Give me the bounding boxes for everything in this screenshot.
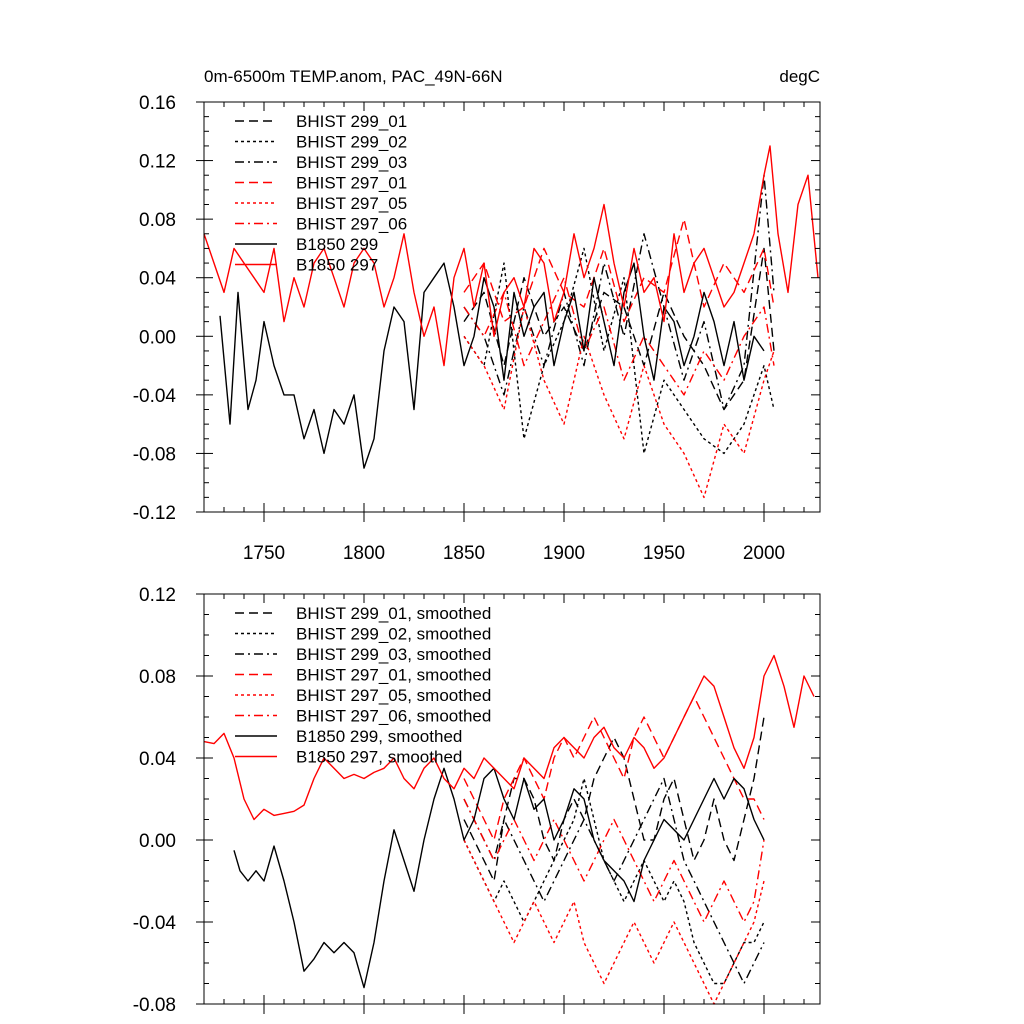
panel2-series-7	[203, 654, 815, 821]
panel2-ytick-label: 0.08	[139, 667, 176, 688]
panel1-ytick-label: 0.12	[139, 152, 176, 173]
panel1-legend-label: B1850 297	[296, 256, 378, 275]
panel2-ytick-label: 0.00	[139, 831, 176, 852]
panel2-legend-label: BHIST 299_03, smoothed	[296, 645, 491, 664]
panel1-plot: 0.16 0.12 0.08 0.04 0.00 -0.04 -0.08 -0.12 1750 1…	[133, 93, 821, 564]
panel1-ytick-label: -0.08	[133, 444, 176, 465]
panel1-xtick-label: 1850	[443, 543, 485, 564]
panel2-legend-label: BHIST 299_01, smoothed	[296, 604, 491, 623]
panel1-ytick-label: -0.12	[133, 503, 176, 524]
panel1-series-4	[463, 306, 775, 499]
panel2-plot: 0.12 0.08 0.04 0.00 -0.04 -0.08 BHIST 299_01, …	[133, 585, 821, 1016]
panel2-ytick-label: 0.12	[139, 585, 176, 606]
panel2-series-4	[463, 839, 765, 1005]
panel1-xtick-label: 1950	[643, 543, 685, 564]
panel2-series-3	[463, 695, 765, 841]
panel1-xtick-label: 1800	[343, 543, 385, 564]
panel2-ytick-label: 0.04	[139, 749, 176, 770]
panel2-ytick-label: -0.08	[133, 995, 176, 1016]
panel2-legend-label: B1850 299, smoothed	[296, 727, 462, 746]
panel2-series-1	[463, 777, 765, 985]
panel1-legend-label: BHIST 297_05	[296, 194, 407, 213]
panel1-title: 0m-6500m TEMP.anom, PAC_49N-66N	[204, 67, 503, 86]
panel2-legend-label: BHIST 297_06, smoothed	[296, 707, 491, 726]
panel1-xtick-label: 1750	[243, 543, 285, 564]
panel1-ytick-label: 0.08	[139, 210, 176, 231]
panel1-ytick-label: 0.04	[139, 269, 176, 290]
panel1-xtick-label: 2000	[743, 543, 785, 564]
panel1-title-group: 0m-6500m TEMP.anom, PAC_49N-66N degC	[204, 67, 820, 86]
panel1-series-7	[203, 145, 819, 367]
panel1-units: degC	[779, 67, 820, 86]
panel2-series-0	[463, 716, 765, 882]
panel1-legend-label: BHIST 299_02	[296, 133, 407, 152]
panel1-series-1	[463, 247, 775, 455]
panel2-series-5	[463, 798, 765, 923]
panel2-legend-label: BHIST 297_01, smoothed	[296, 666, 491, 685]
panel1-ytick-label: -0.04	[133, 386, 177, 407]
panel1-series-2	[463, 174, 775, 411]
panel1-legend-label: B1850 299	[296, 235, 378, 254]
panel1-legend-label: BHIST 297_06	[296, 215, 407, 234]
panel1-xtick-label: 1900	[543, 543, 585, 564]
panel1-legend-label: BHIST 297_01	[296, 174, 407, 193]
panel1-ytick-label: 0.00	[139, 327, 176, 348]
panel1-legend-label: BHIST 299_03	[296, 153, 407, 172]
panel2-legend-label: B1850 297, smoothed	[296, 748, 462, 767]
panel2-series-2	[463, 777, 765, 985]
panel1-series-6	[219, 262, 765, 469]
panel2-ytick-label: -0.04	[133, 913, 177, 934]
panel2-legend-label: BHIST 299_02, smoothed	[296, 625, 491, 644]
panel1-ytick-label: 0.16	[139, 93, 176, 114]
panel2-series-6	[233, 767, 765, 989]
panel1-legend-label: BHIST 299_01	[296, 112, 407, 131]
panel1-series-3	[463, 218, 775, 323]
panel1-series-5	[463, 277, 775, 396]
panel2-legend-label: BHIST 297_05, smoothed	[296, 686, 491, 705]
